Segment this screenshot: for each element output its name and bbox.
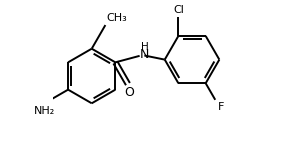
Text: Cl: Cl [173, 5, 184, 15]
Text: N: N [140, 48, 149, 61]
Text: O: O [124, 86, 134, 99]
Text: F: F [218, 102, 224, 112]
Text: NH₂: NH₂ [34, 105, 55, 116]
Text: H: H [141, 42, 148, 52]
Text: CH₃: CH₃ [106, 13, 127, 23]
